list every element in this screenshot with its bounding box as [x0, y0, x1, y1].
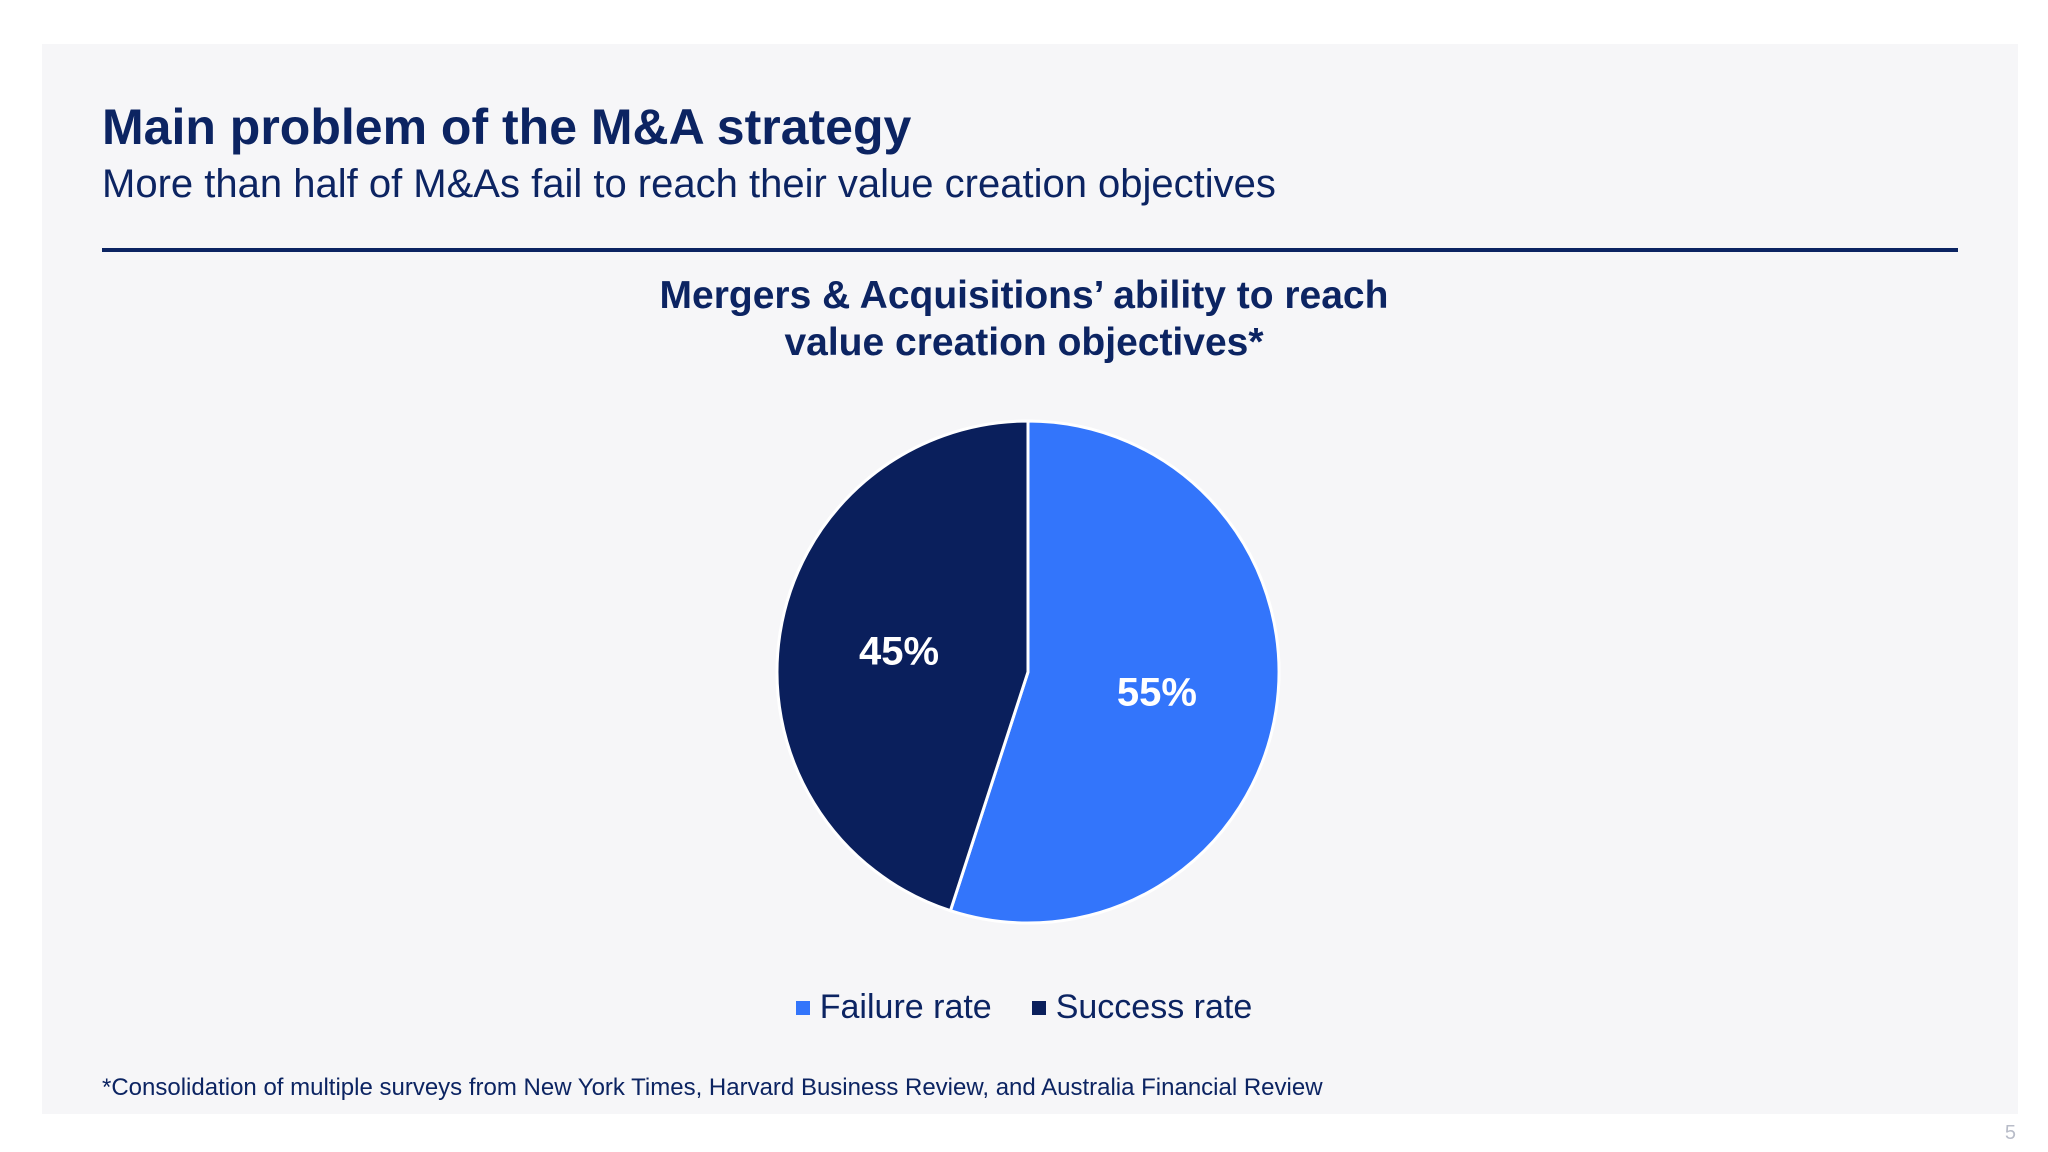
chart-title-line-1: Mergers & Acquisitions’ ability to reach — [659, 274, 1389, 317]
data-label-success-rate: 45% — [859, 630, 939, 674]
page-subtitle: More than half of M&As fail to reach the… — [102, 162, 1276, 206]
legend-swatch-failure-rate — [795, 1000, 810, 1015]
legend-label-success-rate: Success rate — [1055, 988, 1253, 1026]
data-label-failure-rate: 55% — [1117, 670, 1197, 714]
pie-slice-success-rate — [775, 419, 1030, 913]
pie-slice-failure-rate — [948, 419, 1281, 925]
legend-swatch-success-rate — [1031, 1000, 1046, 1015]
legend-item-failure-rate: Failure rate — [795, 988, 992, 1027]
title-divider — [102, 248, 1958, 252]
footnote: *Consolidation of multiple surveys from … — [102, 1074, 1323, 1101]
chart-title-line-2: value creation objectives* — [784, 321, 1264, 364]
page-number: 5 — [2004, 1122, 2016, 1144]
page-title: Main problem of the M&A strategy — [102, 99, 912, 155]
chart-title: Mergers & Acquisitions’ ability to reach… — [574, 272, 1474, 366]
chart-legend: Failure rate Success rate — [0, 988, 2048, 1027]
legend-item-success-rate: Success rate — [1031, 988, 1253, 1027]
legend-label-failure-rate: Failure rate — [819, 988, 992, 1026]
